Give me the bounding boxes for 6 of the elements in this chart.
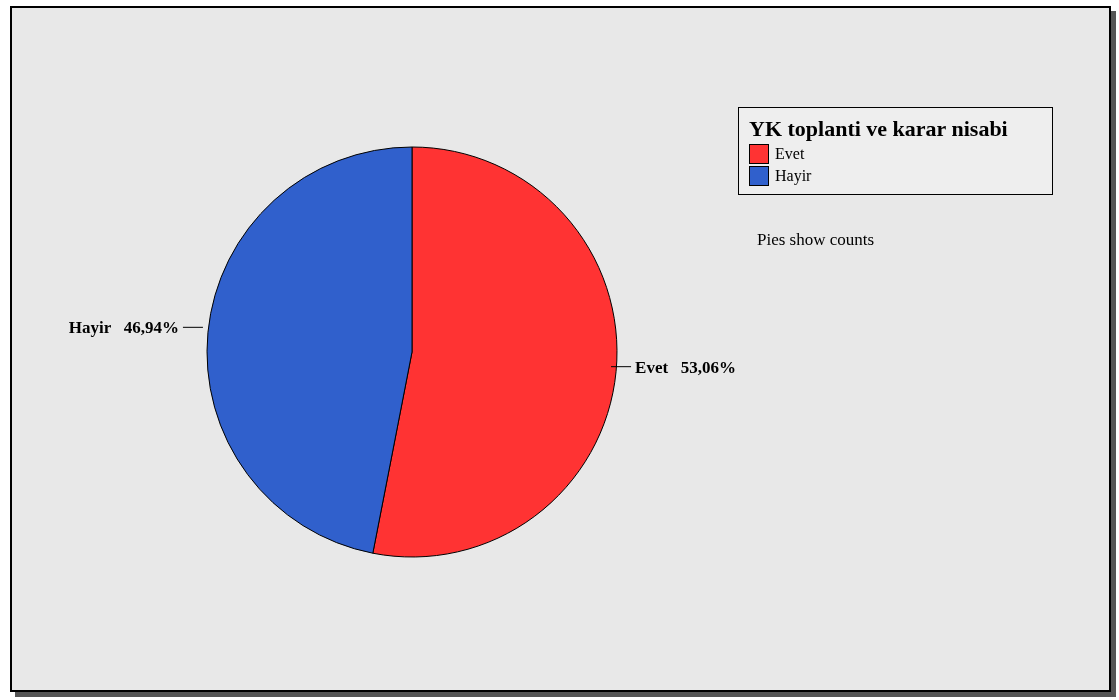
category-label: Evet 53,06% xyxy=(635,357,737,377)
legend-title: YK toplanti ve karar nisabi xyxy=(749,116,1009,142)
category-label: Hayir 46,94% xyxy=(68,318,179,338)
text: Pies show counts xyxy=(757,230,875,250)
legend-label: Evet xyxy=(774,144,806,164)
legend-label: Hayir xyxy=(774,166,813,186)
